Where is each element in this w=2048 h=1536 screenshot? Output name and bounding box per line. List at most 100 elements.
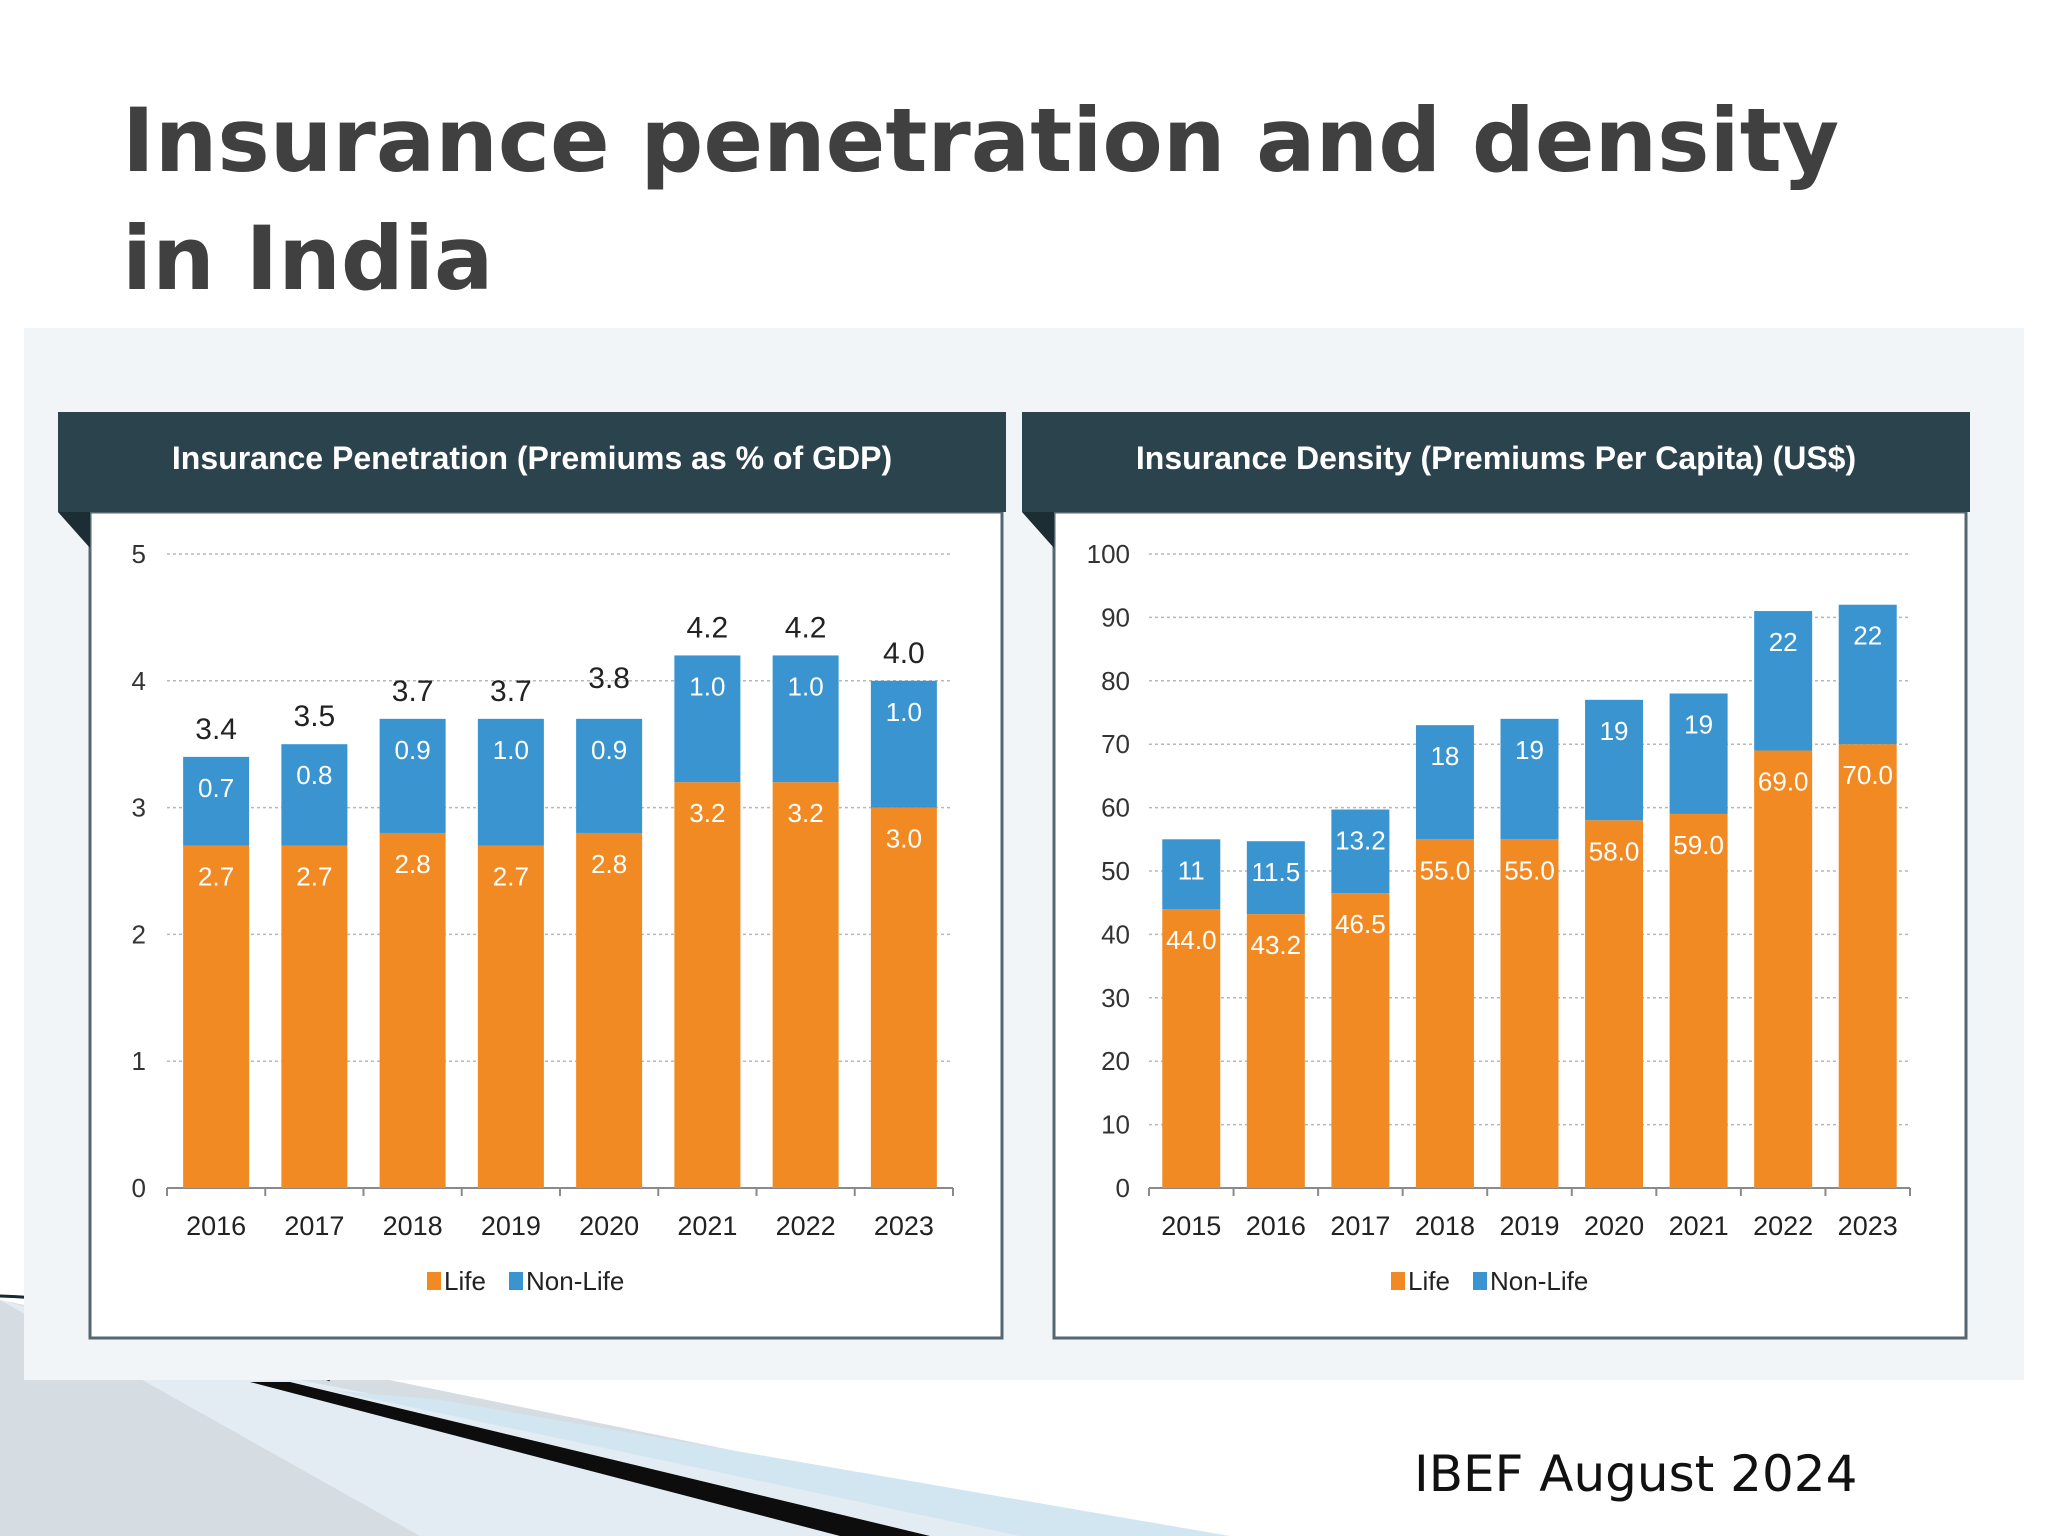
density-data-label-non-life: 13.2 bbox=[1335, 826, 1386, 856]
penetration-bar-life-2018 bbox=[379, 832, 446, 1188]
density-bar-life-2015 bbox=[1162, 909, 1221, 1188]
penetration-y-tick-label: 1 bbox=[132, 1046, 146, 1076]
penetration-data-label-life: 2.7 bbox=[296, 862, 332, 892]
penetration-total-label: 4.2 bbox=[785, 611, 827, 644]
density-data-label-life: 43.2 bbox=[1251, 930, 1302, 960]
density-chart: Insurance Density (Premiums Per Capita) … bbox=[1022, 412, 1970, 1340]
penetration-bar-life-2016 bbox=[183, 845, 250, 1188]
density-data-label-life: 59.0 bbox=[1673, 830, 1724, 860]
penetration-bar-non-life-2016 bbox=[183, 756, 250, 846]
penetration-total-label: 3.8 bbox=[588, 662, 630, 695]
penetration-x-tick-label: 2016 bbox=[186, 1211, 246, 1241]
penetration-x-tick-label: 2019 bbox=[481, 1211, 541, 1241]
penetration-y-tick-label: 2 bbox=[132, 919, 146, 949]
density-bar-life-2021 bbox=[1669, 813, 1728, 1188]
penetration-x-tick-label: 2023 bbox=[874, 1211, 934, 1241]
penetration-y-tick-label: 3 bbox=[132, 793, 146, 823]
penetration-total-label: 4.0 bbox=[883, 637, 925, 670]
density-bar-non-life-2016 bbox=[1246, 841, 1305, 915]
density-y-tick-label: 70 bbox=[1101, 729, 1130, 759]
penetration-y-tick-label: 5 bbox=[132, 539, 146, 569]
density-y-tick-label: 0 bbox=[1116, 1173, 1130, 1203]
penetration-bar-life-2020 bbox=[576, 832, 643, 1188]
density-bar-life-2023 bbox=[1838, 744, 1897, 1188]
source-caption: IBEF August 2024 bbox=[1414, 1445, 1858, 1503]
density-bar-life-2019 bbox=[1500, 839, 1559, 1188]
density-legend: Life Non-Life bbox=[1391, 1266, 1588, 1296]
penetration-legend-label-life: Life bbox=[444, 1266, 486, 1296]
density-data-label-non-life: 11 bbox=[1178, 855, 1205, 885]
density-x-tick-label: 2023 bbox=[1838, 1211, 1898, 1241]
density-bar-non-life-2015 bbox=[1162, 839, 1221, 910]
penetration-data-label-non-life: 0.7 bbox=[198, 773, 234, 803]
density-data-label-non-life: 18 bbox=[1430, 741, 1459, 771]
penetration-bar-non-life-2022 bbox=[772, 655, 839, 783]
penetration-bar-life-2019 bbox=[477, 845, 544, 1188]
penetration-x-tick-label: 2020 bbox=[579, 1211, 639, 1241]
density-chart-title: Insurance Density (Premiums Per Capita) … bbox=[1136, 440, 1856, 476]
density-data-label-life: 55.0 bbox=[1504, 855, 1555, 885]
penetration-data-label-life: 2.8 bbox=[395, 849, 431, 879]
density-data-label-non-life: 22 bbox=[1853, 621, 1882, 651]
penetration-total-label: 3.7 bbox=[490, 675, 532, 708]
penetration-chart: Insurance Penetration (Premiums as % of … bbox=[58, 412, 1006, 1340]
penetration-x-tick-label: 2021 bbox=[677, 1211, 737, 1241]
density-x-tick-label: 2015 bbox=[1161, 1211, 1221, 1241]
penetration-bar-non-life-2020 bbox=[576, 718, 643, 833]
density-legend-label-non-life: Non-Life bbox=[1490, 1266, 1588, 1296]
density-y-tick-label: 90 bbox=[1101, 602, 1130, 632]
penetration-data-label-non-life: 0.9 bbox=[395, 735, 431, 765]
density-x-tick-label: 2017 bbox=[1330, 1211, 1390, 1241]
density-data-label-life: 44.0 bbox=[1166, 925, 1217, 955]
penetration-data-label-non-life: 1.0 bbox=[493, 735, 529, 765]
density-bar-non-life-2022 bbox=[1754, 611, 1813, 751]
black-swoosh bbox=[250, 1382, 930, 1536]
density-y-tick-label: 10 bbox=[1101, 1110, 1130, 1140]
density-x-tick-label: 2021 bbox=[1669, 1211, 1729, 1241]
density-data-label-non-life: 19 bbox=[1600, 716, 1629, 746]
penetration-legend-swatch-non-life bbox=[509, 1272, 523, 1290]
density-data-label-non-life: 11.5 bbox=[1251, 857, 1300, 887]
density-y-tick-label: 30 bbox=[1101, 983, 1130, 1013]
penetration-bar-non-life-2017 bbox=[281, 744, 348, 846]
density-header-fold bbox=[1022, 512, 1054, 548]
density-x-tick-label: 2022 bbox=[1753, 1211, 1813, 1241]
penetration-bar-life-2017 bbox=[281, 845, 348, 1188]
density-y-tick-label: 20 bbox=[1101, 1046, 1130, 1076]
penetration-data-label-life: 2.8 bbox=[591, 849, 627, 879]
density-bar-non-life-2019 bbox=[1500, 718, 1559, 840]
penetration-bar-life-2022 bbox=[772, 782, 839, 1188]
density-legend-label-life: Life bbox=[1408, 1266, 1450, 1296]
density-legend-swatch-life bbox=[1391, 1272, 1405, 1290]
penetration-legend-label-non-life: Non-Life bbox=[526, 1266, 624, 1296]
penetration-x-tick-label: 2017 bbox=[284, 1211, 344, 1241]
density-data-label-non-life: 19 bbox=[1515, 735, 1544, 765]
slide-title-line-1: Insurance penetration and density bbox=[122, 89, 1840, 192]
density-x-tick-label: 2019 bbox=[1499, 1211, 1559, 1241]
penetration-data-label-non-life: 0.8 bbox=[296, 760, 332, 790]
density-x-tick-label: 2018 bbox=[1415, 1211, 1475, 1241]
density-bar-non-life-2021 bbox=[1669, 693, 1728, 814]
penetration-bar-life-2021 bbox=[674, 782, 741, 1188]
density-y-tick-label: 50 bbox=[1101, 856, 1130, 886]
density-y-tick-label: 80 bbox=[1101, 666, 1130, 696]
penetration-legend: Life Non-Life bbox=[427, 1266, 624, 1296]
density-x-tick-label: 2020 bbox=[1584, 1211, 1644, 1241]
penetration-x-tick-label: 2022 bbox=[776, 1211, 836, 1241]
penetration-x-tick-label: 2018 bbox=[383, 1211, 443, 1241]
density-bar-life-2016 bbox=[1246, 914, 1305, 1188]
density-y-tick-label: 100 bbox=[1087, 539, 1130, 569]
penetration-total-label: 3.7 bbox=[392, 675, 434, 708]
penetration-data-label-life: 3.2 bbox=[788, 798, 824, 828]
density-x-tick-label: 2016 bbox=[1246, 1211, 1306, 1241]
penetration-bar-non-life-2018 bbox=[379, 718, 446, 833]
penetration-data-label-life: 2.7 bbox=[493, 862, 529, 892]
density-bar-non-life-2017 bbox=[1331, 809, 1390, 894]
penetration-header-fold bbox=[58, 512, 90, 548]
density-data-label-non-life: 19 bbox=[1684, 709, 1713, 739]
penetration-data-label-non-life: 1.0 bbox=[788, 671, 824, 701]
density-legend-swatch-non-life bbox=[1473, 1272, 1487, 1290]
density-bar-life-2020 bbox=[1585, 820, 1644, 1188]
density-y-tick-label: 40 bbox=[1101, 919, 1130, 949]
penetration-data-label-non-life: 1.0 bbox=[886, 697, 922, 727]
